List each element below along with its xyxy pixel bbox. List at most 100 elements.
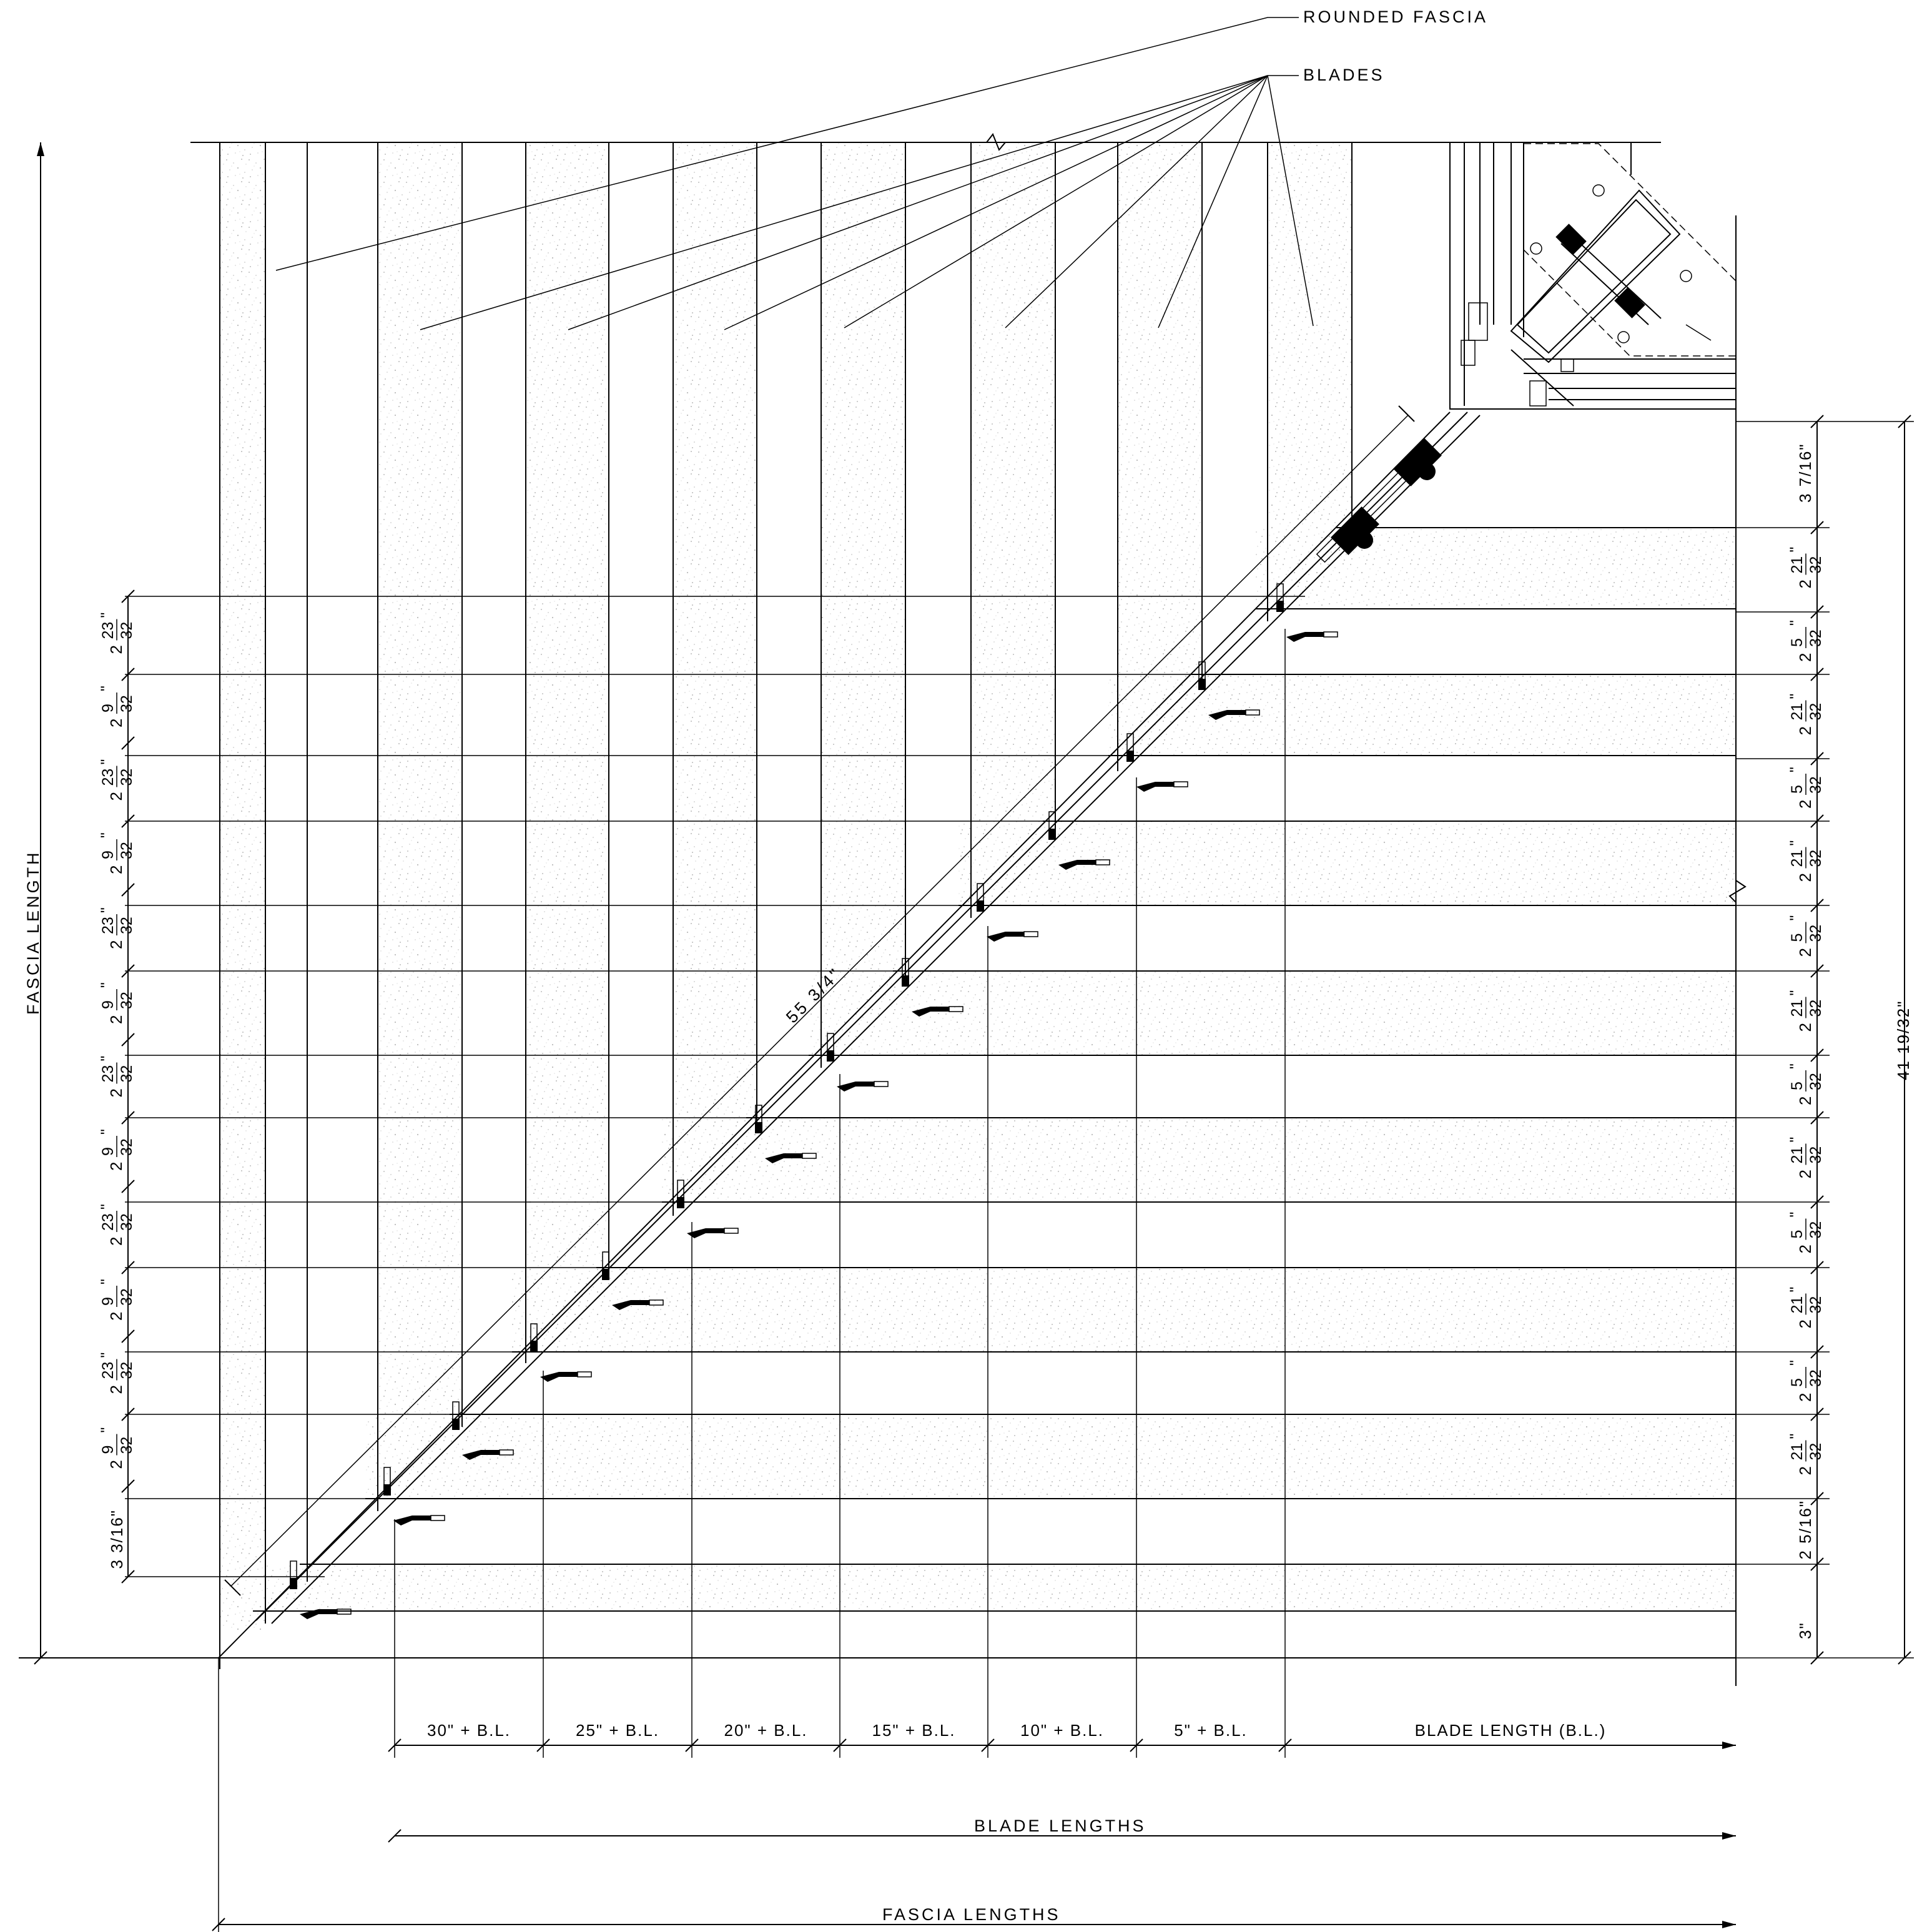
horizontal-blade-fill — [662, 1118, 1736, 1202]
left-dimension-fraction: 2 23 32" — [98, 1056, 136, 1098]
anchor-bolt-head — [530, 1341, 538, 1352]
fascia-length-arrow — [37, 142, 44, 156]
svg-text:32: 32 — [118, 1288, 136, 1306]
left-dimension-fraction: 2 9 32" — [98, 1427, 136, 1469]
bottom-dimension-tick — [833, 1738, 847, 1752]
anchor-bolt-head — [677, 1197, 684, 1208]
left-dimension-fraction: 2 23 32" — [98, 907, 136, 949]
end-bolt-washer — [1418, 463, 1436, 480]
svg-text:2: 2 — [107, 1311, 126, 1321]
svg-text:32: 32 — [118, 1362, 136, 1379]
svg-text:21: 21 — [1788, 1443, 1806, 1461]
anchor-clip-tail — [430, 1515, 445, 1521]
svg-text:21: 21 — [1788, 703, 1806, 721]
anchor-clip — [987, 932, 1024, 942]
svg-text:2: 2 — [107, 1459, 126, 1469]
svg-text:23: 23 — [99, 1065, 117, 1083]
anchor-clip — [912, 1007, 949, 1017]
end-bolt-washer — [1356, 531, 1373, 549]
svg-text:32: 32 — [118, 1213, 136, 1231]
diagonal-dim-tick — [224, 1579, 241, 1596]
svg-text:9: 9 — [99, 704, 117, 712]
horizontal-blade-fill — [253, 1564, 1736, 1611]
left-dimension-tick — [121, 1180, 135, 1193]
svg-text:21: 21 — [1788, 850, 1806, 867]
svg-text:": " — [98, 613, 116, 618]
svg-text:2: 2 — [1796, 1095, 1815, 1105]
fascia-lengths-arrow — [1722, 1921, 1736, 1928]
anchor-bolt-head — [602, 1269, 609, 1280]
svg-text:9: 9 — [99, 850, 117, 859]
blade-lengths-tick — [388, 1829, 402, 1843]
svg-text:2: 2 — [107, 1087, 126, 1097]
left-dimension-tick — [121, 736, 135, 750]
svg-text:32: 32 — [118, 842, 136, 859]
left-dimension-tick — [121, 1329, 135, 1343]
right-dimension-fraction: 2 21 32" — [1787, 840, 1825, 882]
svg-text:21: 21 — [1788, 1296, 1806, 1314]
svg-text:5: 5 — [1788, 1378, 1806, 1387]
anchor-clip — [1208, 710, 1246, 720]
anchor-clip — [1286, 632, 1324, 642]
bottom-dimension-text: BLADE LENGTH (B.L.) — [1415, 1721, 1607, 1740]
left-dimension-fraction: 2 9 32" — [98, 982, 136, 1024]
right-dimension-fraction: 2 5 32" — [1787, 1063, 1825, 1105]
vertical-blade-fill — [526, 142, 609, 1286]
anchor-bolt-head — [755, 1122, 762, 1133]
blades-leader — [724, 75, 1268, 330]
svg-text:": " — [98, 1279, 116, 1284]
vertical-blade-fill — [1268, 142, 1352, 543]
svg-text:": " — [1787, 547, 1805, 553]
svg-text:2: 2 — [1796, 1168, 1815, 1178]
anchor-clip-tail — [802, 1153, 817, 1159]
svg-text:32: 32 — [1807, 629, 1825, 647]
right-dimension-fraction: 2 21 32" — [1787, 1434, 1825, 1476]
anchor-bolt-head — [1126, 751, 1134, 762]
svg-text:21: 21 — [1788, 556, 1806, 574]
svg-text:": " — [98, 1353, 116, 1358]
vertical-blade-fill — [1118, 142, 1202, 693]
svg-text:32: 32 — [1807, 1296, 1825, 1314]
left-dimension-fraction: 2 23 32" — [98, 1204, 136, 1246]
anchor-clip — [765, 1153, 802, 1163]
svg-text:32: 32 — [118, 1138, 136, 1156]
svg-text:32: 32 — [118, 917, 136, 934]
left-dimension-fraction: 2 9 32" — [98, 1279, 136, 1321]
anchor-clip-tail — [874, 1081, 889, 1087]
bottom-dimension-tick — [536, 1738, 550, 1752]
horizontal-blade-fill — [512, 1268, 1736, 1352]
anchor-clip — [1136, 782, 1174, 792]
anchor-clip-tail — [1023, 931, 1038, 937]
anchor-clip-tail — [1095, 859, 1110, 865]
svg-text:32: 32 — [118, 992, 136, 1009]
blades-leader — [1005, 75, 1268, 328]
svg-text:32: 32 — [1807, 1073, 1825, 1090]
svg-text:32: 32 — [1807, 703, 1825, 721]
left-dimension-fraction: 2 23 32" — [98, 613, 136, 654]
anchor-clip — [462, 1450, 500, 1460]
svg-text:": " — [1787, 767, 1805, 772]
dimension-strings: 223 32"29 32"223 32"29 32"223 32"29 32"223 32"2… — [34, 142, 1914, 1931]
right-dimension-fraction: 2 5 32" — [1787, 767, 1825, 809]
overall-right-tick — [1898, 1651, 1911, 1665]
blade-geometry — [19, 132, 1747, 1932]
left-dimension-fraction: 2 9 32" — [98, 832, 136, 874]
svg-text:23: 23 — [99, 1213, 117, 1231]
anchor-clip-tail — [724, 1228, 739, 1234]
left-dimension-tick — [121, 1111, 135, 1125]
anchor-bolt-head — [1198, 679, 1206, 690]
svg-text:32: 32 — [1807, 925, 1825, 942]
svg-text:23: 23 — [99, 1362, 117, 1379]
svg-text:2: 2 — [1796, 1243, 1815, 1253]
corner-connection-detail — [1449, 142, 1737, 410]
svg-text:": " — [98, 686, 116, 691]
rounded-fascia-label: ROUNDED FASCIA — [1303, 7, 1488, 26]
anchor-bolt-head — [290, 1578, 297, 1589]
anchor-bolt-head — [977, 900, 984, 912]
blades-leader — [844, 75, 1268, 328]
right-dimension-fraction: 2 21 32" — [1787, 547, 1825, 589]
vertical-blade-fill — [821, 142, 905, 990]
svg-text:": " — [98, 759, 116, 765]
anchor-clip-tail — [1173, 781, 1188, 787]
